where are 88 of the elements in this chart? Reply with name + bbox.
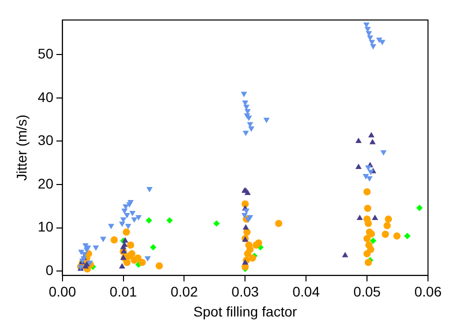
y-tick-label: 20 bbox=[38, 175, 54, 192]
point bbox=[365, 165, 372, 171]
x-tick-label: 0.06 bbox=[414, 284, 442, 300]
point bbox=[135, 215, 142, 221]
point bbox=[366, 36, 374, 41]
y-tick-label: 40 bbox=[38, 88, 54, 105]
point bbox=[382, 230, 389, 238]
point bbox=[242, 200, 249, 208]
point bbox=[120, 244, 126, 250]
point bbox=[355, 164, 362, 169]
point bbox=[138, 258, 146, 266]
x-axis-title: Spot filling factor bbox=[193, 303, 298, 320]
point bbox=[128, 250, 136, 258]
point bbox=[78, 250, 84, 256]
point bbox=[372, 214, 378, 220]
point bbox=[92, 245, 100, 251]
point bbox=[166, 217, 173, 224]
point bbox=[356, 214, 363, 220]
x-tick-label: 0.02 bbox=[170, 284, 198, 300]
point bbox=[370, 238, 376, 244]
point bbox=[363, 188, 371, 196]
point bbox=[364, 220, 372, 228]
point bbox=[125, 224, 132, 230]
y-tick-label: 0 bbox=[46, 262, 54, 278]
point bbox=[244, 190, 251, 195]
point bbox=[127, 242, 134, 249]
y-tick-label: 50 bbox=[38, 45, 54, 62]
point bbox=[108, 224, 114, 230]
point bbox=[368, 170, 374, 176]
point bbox=[246, 246, 254, 254]
x-tick-label: 0.00 bbox=[48, 284, 76, 300]
point bbox=[242, 130, 249, 136]
point bbox=[364, 204, 372, 212]
point bbox=[246, 122, 254, 128]
point bbox=[242, 224, 249, 230]
point bbox=[363, 250, 371, 258]
point bbox=[156, 262, 163, 270]
point bbox=[128, 200, 134, 206]
point bbox=[241, 212, 248, 218]
point bbox=[122, 228, 130, 236]
point bbox=[146, 187, 153, 192]
point bbox=[100, 236, 106, 242]
point bbox=[146, 217, 152, 224]
point bbox=[366, 176, 373, 182]
point bbox=[368, 40, 376, 46]
x-tick-label: 0.03 bbox=[232, 284, 260, 300]
point bbox=[384, 222, 391, 230]
point bbox=[363, 235, 371, 242]
point bbox=[134, 254, 142, 262]
point bbox=[121, 208, 128, 214]
point bbox=[84, 260, 90, 266]
point bbox=[380, 150, 387, 156]
point bbox=[248, 254, 256, 262]
point bbox=[376, 38, 382, 44]
x-tick-label: 0.04 bbox=[292, 284, 320, 300]
point bbox=[384, 216, 392, 223]
point bbox=[124, 212, 130, 218]
point bbox=[275, 220, 282, 228]
point bbox=[416, 204, 423, 212]
point bbox=[118, 263, 126, 269]
point bbox=[150, 244, 156, 250]
point bbox=[131, 217, 138, 223]
y-axis-title: Jitter (m/s) bbox=[13, 114, 30, 181]
point bbox=[370, 44, 376, 50]
point bbox=[213, 220, 220, 227]
y-tick-label: 30 bbox=[38, 132, 54, 148]
point bbox=[393, 232, 401, 240]
point bbox=[342, 252, 348, 258]
point bbox=[123, 258, 131, 266]
point bbox=[129, 210, 136, 216]
point bbox=[118, 222, 126, 228]
point bbox=[144, 256, 151, 262]
point bbox=[363, 22, 370, 28]
y-tick-label: 10 bbox=[38, 218, 54, 235]
point bbox=[254, 239, 262, 247]
point bbox=[240, 92, 248, 98]
point bbox=[364, 258, 372, 266]
point bbox=[110, 236, 118, 244]
point bbox=[263, 118, 270, 124]
point bbox=[243, 228, 251, 236]
point bbox=[244, 113, 250, 119]
x-tick-label: 0.05 bbox=[353, 284, 381, 300]
point bbox=[82, 243, 89, 249]
point bbox=[248, 126, 254, 132]
x-tick-label: 0.01 bbox=[110, 284, 138, 300]
point bbox=[242, 259, 248, 265]
point bbox=[362, 174, 369, 180]
point bbox=[355, 138, 362, 144]
